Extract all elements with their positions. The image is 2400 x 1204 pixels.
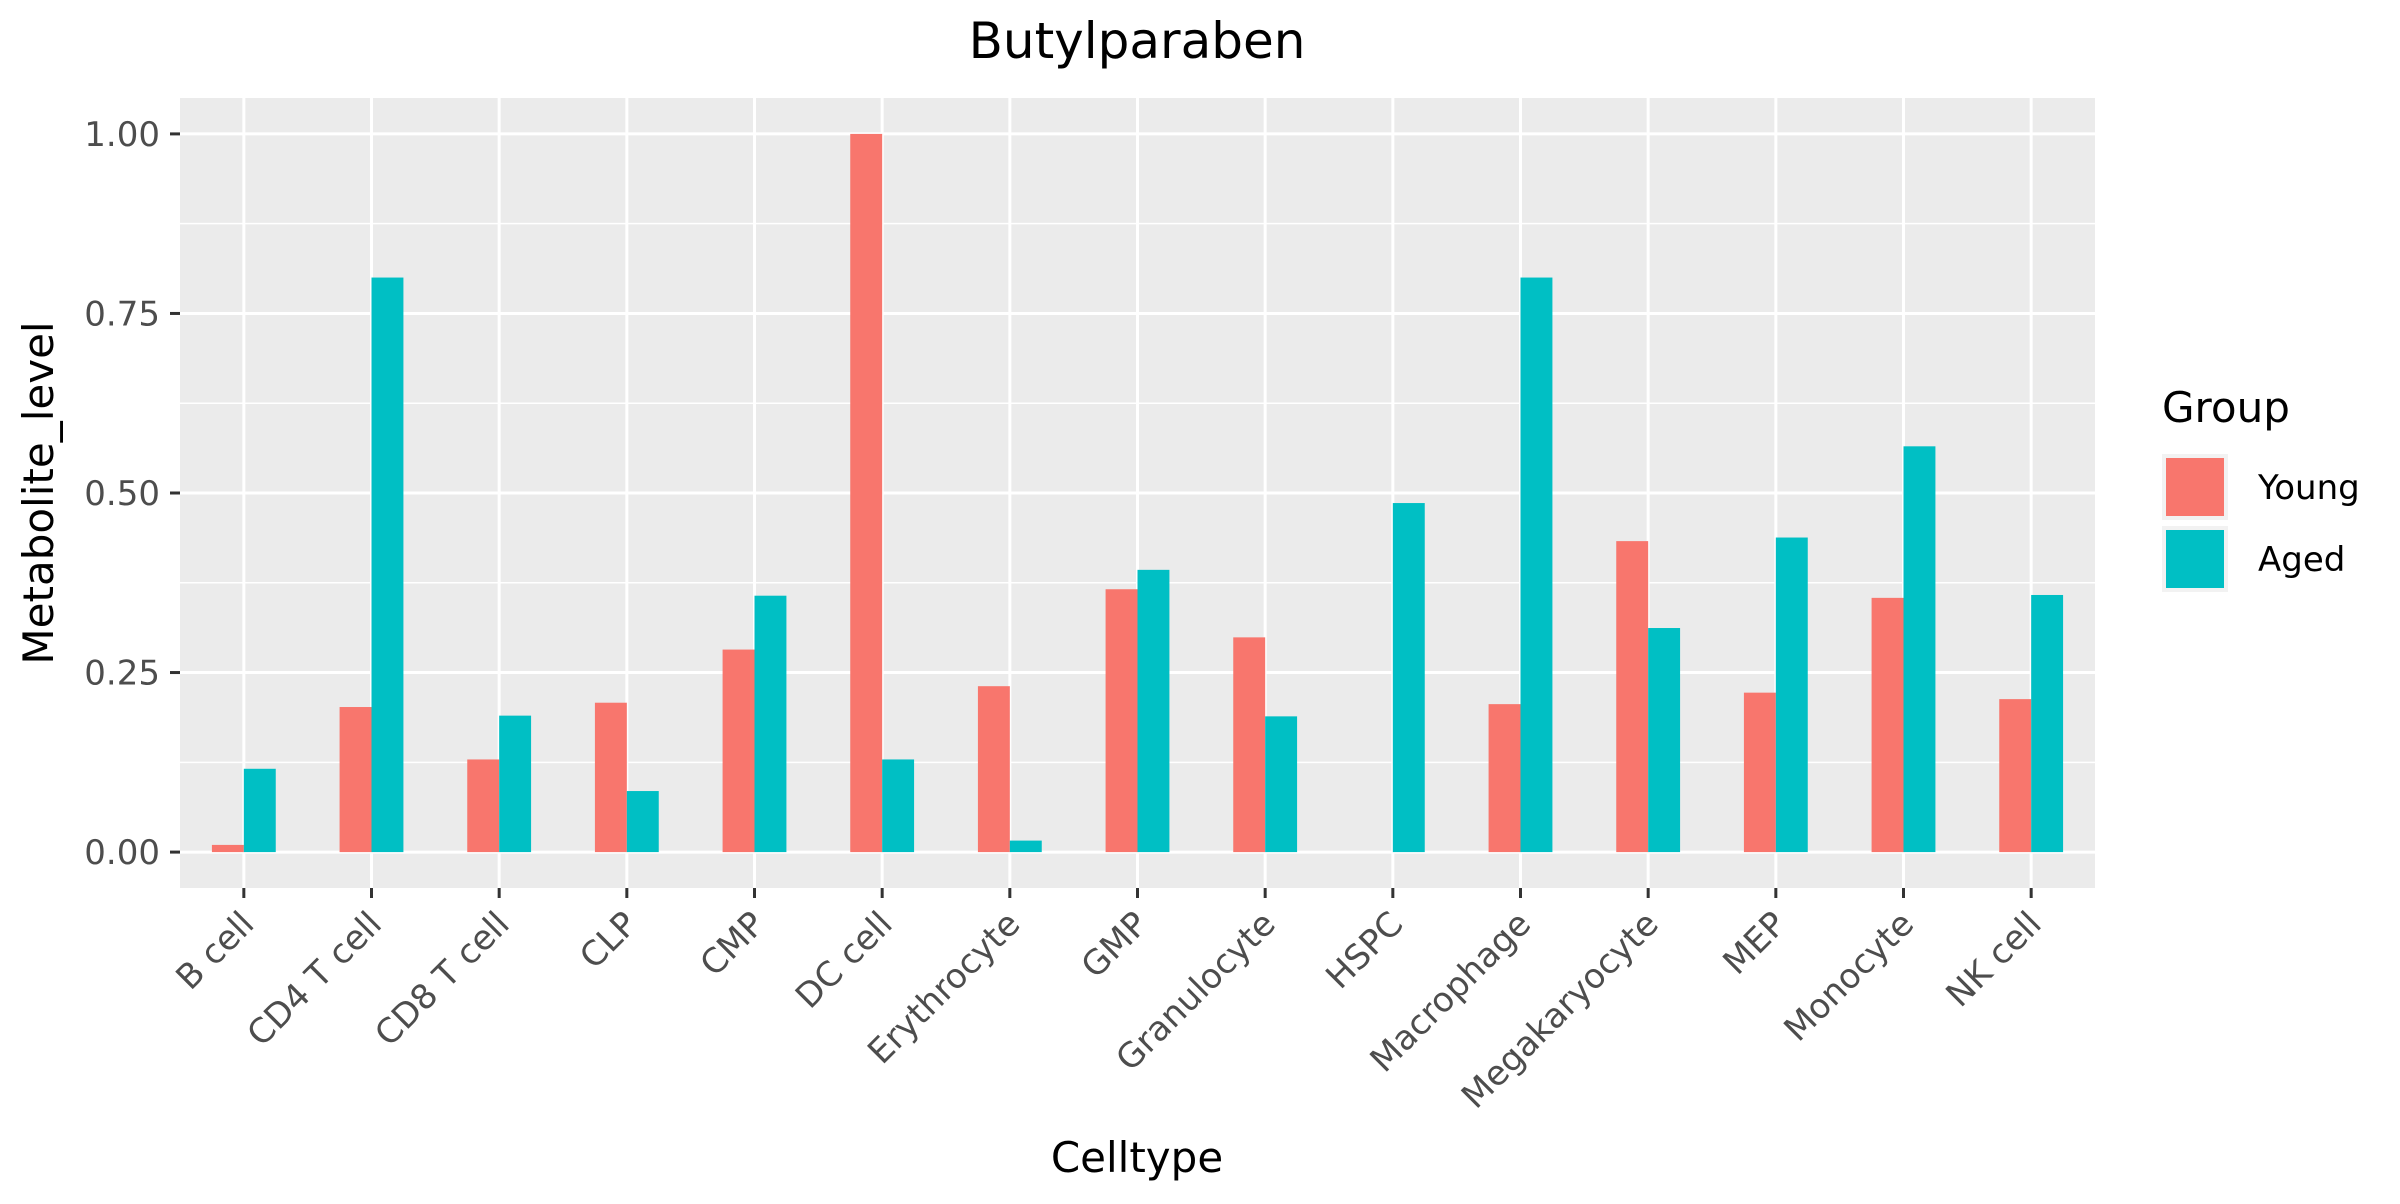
bar-aged-cd8-t-cell — [499, 715, 532, 853]
bar-young-cd8-t-cell — [467, 759, 500, 853]
y-tick-label: 0.50 — [84, 474, 160, 514]
bar-aged-megakaryocyte — [1648, 628, 1681, 853]
bar-young-megakaryocyte — [1616, 541, 1649, 853]
bar-aged-hspc — [1392, 503, 1425, 853]
bars — [211, 133, 2064, 853]
legend-swatch-aged — [2166, 530, 2224, 588]
bar-young-macrophage — [1488, 704, 1521, 853]
bar-young-monocyte — [1871, 597, 1904, 853]
x-tick-label: CLP — [572, 904, 645, 977]
bar-aged-mep — [1775, 537, 1808, 853]
legend-title: Group — [2162, 383, 2290, 432]
x-tick-label: Monocyte — [1777, 904, 1922, 1049]
x-tick-label: HSPC — [1318, 904, 1411, 997]
bar-aged-dc-cell — [882, 759, 915, 853]
bar-aged-cd4-t-cell — [371, 277, 404, 853]
bar-young-gmp — [1105, 589, 1138, 853]
legend: Group Young Aged — [2162, 383, 2360, 592]
legend-label-aged: Aged — [2258, 540, 2345, 580]
legend-swatch-young — [2166, 458, 2224, 516]
y-axis-title: Metabolite_level — [14, 321, 63, 664]
x-tick-label: CD8 T cell — [367, 904, 517, 1054]
x-tick-label: CMP — [693, 904, 773, 984]
bar-young-b-cell — [211, 844, 244, 853]
bar-young-cmp — [722, 649, 755, 853]
bar-young-nk-cell — [1999, 699, 2032, 853]
bar-young-granulocyte — [1233, 637, 1266, 853]
bar-young-clp — [594, 702, 627, 853]
bar-young-erythrocyte — [977, 686, 1010, 853]
bar-aged-granulocyte — [1265, 716, 1298, 853]
bar-young-cd4-t-cell — [339, 707, 372, 853]
x-tick-label: NK cell — [1938, 904, 2049, 1015]
x-tick-label: CD4 T cell — [240, 904, 390, 1054]
chart-title: Butylparaben — [969, 12, 1306, 70]
bar-aged-erythrocyte — [1009, 840, 1042, 853]
x-tick-label: B cell — [168, 904, 262, 998]
x-tick-label: GMP — [1074, 904, 1156, 986]
bar-aged-b-cell — [243, 768, 276, 853]
y-tick-label: 0.25 — [84, 654, 160, 694]
bar-aged-nk-cell — [2031, 594, 2064, 853]
x-axis-title: Celltype — [1051, 1133, 1223, 1182]
bar-young-mep — [1743, 692, 1776, 853]
bar-aged-gmp — [1137, 569, 1170, 853]
bar-young-dc-cell — [850, 133, 883, 853]
bar-aged-cmp — [754, 595, 787, 853]
x-tick-label: DC cell — [788, 904, 901, 1017]
y-tick-label: 1.00 — [84, 115, 160, 155]
y-tick-label: 0.75 — [84, 294, 160, 334]
x-tick-label: MEP — [1715, 904, 1794, 983]
y-tick-label: 0.00 — [84, 833, 160, 873]
bar-aged-monocyte — [1903, 446, 1936, 853]
legend-label-young: Young — [2257, 468, 2360, 508]
bar-aged-macrophage — [1520, 277, 1553, 853]
bar-aged-clp — [626, 791, 659, 853]
